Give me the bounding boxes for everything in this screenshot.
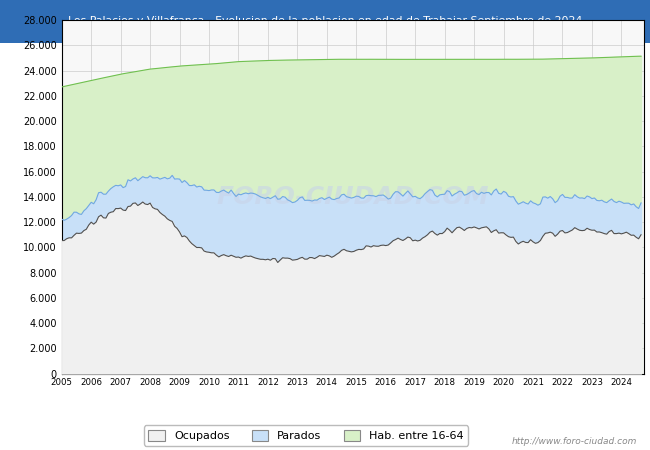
Text: FORO-CIUDAD.COM: FORO-CIUDAD.COM <box>216 185 489 209</box>
Legend: Ocupados, Parados, Hab. entre 16-64: Ocupados, Parados, Hab. entre 16-64 <box>144 425 468 446</box>
Text: http://www.foro-ciudad.com: http://www.foro-ciudad.com <box>512 436 637 446</box>
Text: Los Palacios y Villafranca - Evolucion de la poblacion en edad de Trabajar Septi: Los Palacios y Villafranca - Evolucion d… <box>68 16 582 27</box>
